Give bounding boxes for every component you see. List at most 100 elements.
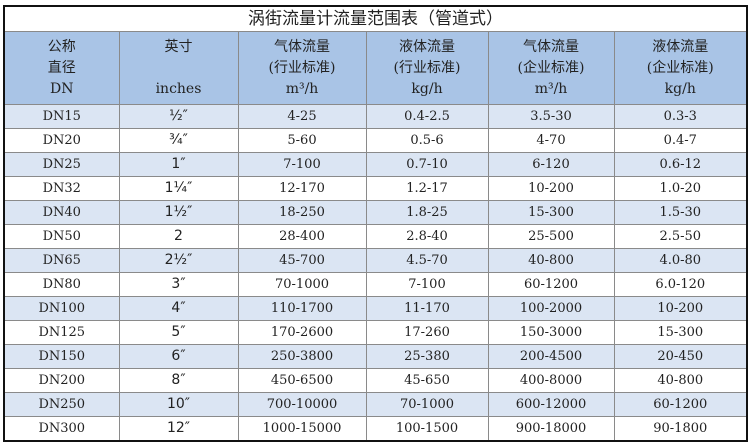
table-cell: DN100: [3, 296, 120, 321]
table-cell: 200-4500: [487, 344, 615, 369]
table-cell: 17-260: [365, 320, 489, 345]
table-cell: 25-500: [487, 224, 615, 249]
table-cell: DN200: [3, 368, 120, 393]
header-line: kg/h: [411, 80, 443, 97]
table-cell: 2½″: [118, 248, 239, 273]
table-cell: 15-300: [613, 320, 748, 345]
header-row: 公称 直径 DN 英寸 inches 气体流量 (行业标准) m³/h 液体流量 (行业标准) k…: [3, 31, 748, 105]
flow-range-table: 涡街流量计流量范围表（管道式） 公称 直径 DN 英寸 inches 气体流量 (行业标准…: [3, 5, 749, 442]
table-cell: 12″: [118, 416, 239, 442]
table-cell: 0.5-6: [365, 128, 489, 153]
table-cell: 4″: [118, 296, 239, 321]
table-cell: 28-400: [237, 224, 367, 249]
table-cell: 0.4-7: [613, 128, 748, 153]
table-row: DN20 ¾″ 5-60 0.5-6 4-70 0.4-7: [3, 128, 748, 153]
table-cell: 4-25: [237, 104, 367, 129]
column-header: 气体流量 (行业标准) m³/h: [237, 31, 367, 105]
table-cell: 5-60: [237, 128, 367, 153]
table-cell: 100-2000: [487, 296, 615, 321]
table-cell: 450-6500: [237, 368, 367, 393]
table-cell: 170-2600: [237, 320, 367, 345]
table-cell: DN80: [3, 272, 120, 297]
table-cell: 11-170: [365, 296, 489, 321]
table-cell: 70-1000: [365, 392, 489, 417]
table-cell: 90-1800: [613, 416, 748, 442]
table-cell: 10″: [118, 392, 239, 417]
table-cell: DN15: [3, 104, 120, 129]
table-row: DN32 1¼″ 12-170 1.2-17 10-200 1.0-20: [3, 176, 748, 201]
table-cell: 2: [118, 224, 239, 249]
table-cell: 6″: [118, 344, 239, 369]
table-cell: 10-200: [487, 176, 615, 201]
table-cell: 40-800: [613, 368, 748, 393]
table-cell: 8″: [118, 368, 239, 393]
header-line: 液体流量: [652, 38, 709, 55]
column-header: 液体流量 (行业标准) kg/h: [365, 31, 489, 105]
table-cell: 1.2-17: [365, 176, 489, 201]
table-cell: 45-650: [365, 368, 489, 393]
table-cell: 5″: [118, 320, 239, 345]
table-cell: DN65: [3, 248, 120, 273]
table-cell: 10-200: [613, 296, 748, 321]
table-cell: DN150: [3, 344, 120, 369]
header-line: m³/h: [285, 80, 319, 97]
header-line: 英寸: [164, 38, 193, 55]
table-cell: 600-12000: [487, 392, 615, 417]
header-line: 直径: [47, 59, 76, 76]
table-cell: 700-10000: [237, 392, 367, 417]
table-cell: 400-8000: [487, 368, 615, 393]
table-cell: ½″: [118, 104, 239, 129]
table-row: DN200 8″ 450-6500 45-650 400-8000 40-800: [3, 368, 748, 393]
table-cell: 2.8-40: [365, 224, 489, 249]
table-cell: 0.4-2.5: [365, 104, 489, 129]
table-cell: 4-70: [487, 128, 615, 153]
column-header: 液体流量 (企业标准) kg/h: [613, 31, 748, 105]
table-row: DN125 5″ 170-2600 17-260 150-3000 15-300: [3, 320, 748, 345]
table-cell: DN125: [3, 320, 120, 345]
table-row: DN250 10″ 700-10000 70-1000 600-12000 60-1200: [3, 392, 748, 417]
table-cell: 45-700: [237, 248, 367, 273]
header-line: (企业标准): [646, 59, 714, 76]
table-row: DN40 1½″ 18-250 1.8-25 15-300 1.5-30: [3, 200, 748, 225]
table-cell: 4.0-80: [613, 248, 748, 273]
table-row: DN25 1″ 7-100 0.7-10 6-120 0.6-12: [3, 152, 748, 177]
header-line: m³/h: [534, 80, 568, 97]
table-cell: DN32: [3, 176, 120, 201]
column-header: 公称 直径 DN: [3, 31, 120, 105]
table-cell: 40-800: [487, 248, 615, 273]
table-cell: DN300: [3, 416, 120, 442]
table-cell: 15-300: [487, 200, 615, 225]
table-cell: 7-100: [365, 272, 489, 297]
header-line: [120, 58, 238, 79]
table-cell: DN40: [3, 200, 120, 225]
table-cell: 25-380: [365, 344, 489, 369]
table-row: DN15 ½″ 4-25 0.4-2.5 3.5-30 0.3-3: [3, 104, 748, 129]
table-cell: 1¼″: [118, 176, 239, 201]
header-line: 液体流量: [399, 38, 455, 55]
table-cell: 1″: [118, 152, 239, 177]
table-cell: 1.0-20: [613, 176, 748, 201]
table-cell: 6-120: [487, 152, 615, 177]
table-cell: 4.5-70: [365, 248, 489, 273]
table-cell: DN20: [3, 128, 120, 153]
table-row: DN65 2½″ 45-700 4.5-70 40-800 4.0-80: [3, 248, 748, 273]
table-cell: 18-250: [237, 200, 367, 225]
table-row: DN80 3″ 70-1000 7-100 60-1200 6.0-120: [3, 272, 748, 297]
header-line: (企业标准): [517, 59, 585, 76]
table-cell: 250-3800: [237, 344, 367, 369]
table-cell: 12-170: [237, 176, 367, 201]
table-cell: 0.7-10: [365, 152, 489, 177]
header-line: (行业标准): [268, 59, 336, 76]
table-cell: 1.5-30: [613, 200, 748, 225]
table-cell: 6.0-120: [613, 272, 748, 297]
table-cell: 100-1500: [365, 416, 489, 442]
column-header: 气体流量 (企业标准) m³/h: [487, 31, 615, 105]
table-cell: 1½″: [118, 200, 239, 225]
header-line: inches: [155, 80, 202, 97]
table-cell: ¾″: [118, 128, 239, 153]
header-line: (行业标准): [393, 59, 461, 76]
table-cell: 3.5-30: [487, 104, 615, 129]
table-cell: 110-1700: [237, 296, 367, 321]
table-cell: 150-3000: [487, 320, 615, 345]
table-row: DN300 12″ 1000-15000 100-1500 900-18000 90-18…: [3, 416, 748, 442]
